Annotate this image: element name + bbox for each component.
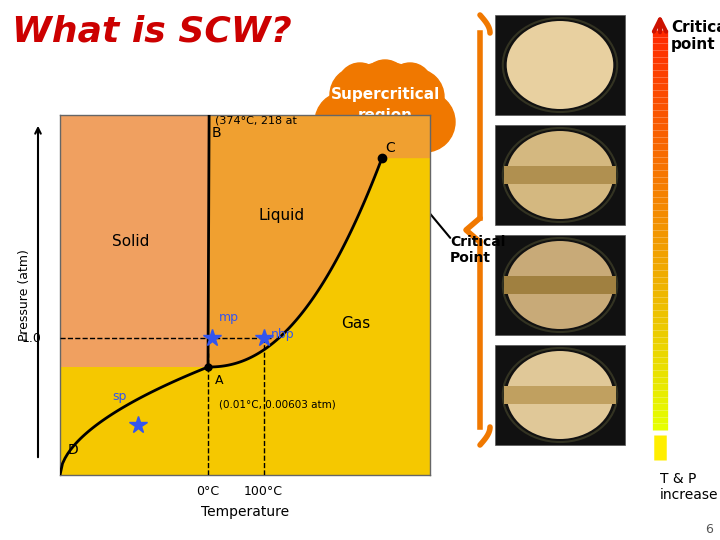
Circle shape [395,92,455,152]
Text: 0°C: 0°C [197,485,220,498]
Text: 1.0: 1.0 [22,332,42,345]
Bar [504,386,616,404]
Text: A: A [215,374,224,387]
Text: T & P
increase: T & P increase [660,472,719,502]
Polygon shape [208,115,430,367]
Bar [495,345,625,445]
Circle shape [337,62,433,158]
Text: (0.01°C, 0.00603 atm): (0.01°C, 0.00603 atm) [219,400,336,409]
Text: nbp: nbp [271,328,294,341]
Text: Gas: Gas [341,316,371,332]
Circle shape [315,92,375,152]
Circle shape [388,63,432,107]
Text: C: C [386,140,395,154]
Circle shape [378,102,438,162]
Text: Temperature: Temperature [201,505,289,519]
Text: B: B [212,126,221,140]
Circle shape [338,63,382,107]
Polygon shape [60,115,208,367]
Ellipse shape [507,351,613,439]
Text: Pressure (atm): Pressure (atm) [19,249,32,341]
Text: Supercritical
region: Supercritical region [330,87,440,123]
Bar [495,125,625,225]
Text: What is SCW?: What is SCW? [12,15,292,49]
Circle shape [388,69,444,125]
Circle shape [338,104,394,160]
Ellipse shape [507,241,613,329]
Text: Critical
point: Critical point [671,20,720,52]
Text: 100°C: 100°C [244,485,283,498]
Text: D: D [68,443,78,457]
Text: sp: sp [112,390,127,403]
Text: mp: mp [219,311,239,324]
Text: (374°C, 218 at: (374°C, 218 at [215,116,297,126]
Text: Solid: Solid [112,233,149,248]
Text: Critical
Point: Critical Point [450,235,505,265]
Bar [504,276,616,294]
Circle shape [330,67,386,123]
Circle shape [357,112,413,168]
Text: 6: 6 [705,523,713,536]
Bar [495,235,625,335]
Bar [495,15,625,115]
Ellipse shape [507,131,613,219]
Bar [504,166,616,184]
Ellipse shape [507,21,613,109]
Text: Liquid: Liquid [259,208,305,224]
Circle shape [363,60,407,104]
